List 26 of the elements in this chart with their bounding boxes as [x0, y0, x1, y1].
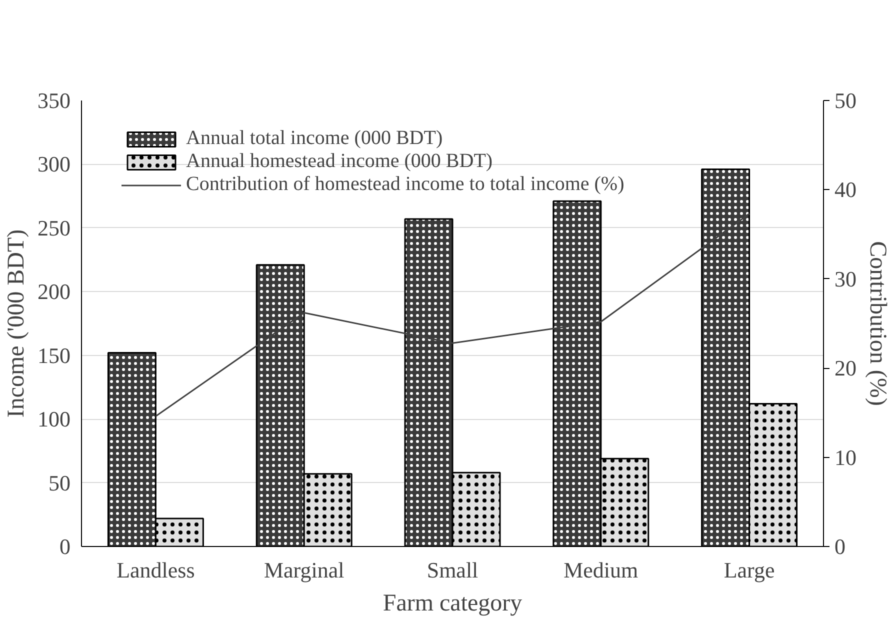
y2-tick-label: 10: [834, 444, 856, 470]
y-tick-label: 350: [38, 88, 70, 113]
y2-tick-label: 30: [834, 266, 856, 292]
y-tick-label: 100: [38, 406, 70, 432]
y2-tick-label: 20: [834, 356, 856, 381]
y-tick-label: 0: [60, 534, 70, 559]
y-tick-label: 200: [38, 279, 70, 304]
y-tick-label: 50: [48, 470, 70, 496]
y-tick-label: 250: [38, 215, 70, 240]
x-tick-label: Large: [724, 558, 775, 582]
legend-label: Contribution of homestead income to total income (%): [186, 173, 624, 196]
legend-label: Annual total income (000 BDT): [186, 127, 443, 150]
y2-tick-label: 0: [834, 534, 846, 559]
y-tick-label: 300: [38, 152, 70, 177]
y2-axis-title: Contribution (%): [864, 241, 890, 406]
x-tick-label: Landless: [116, 558, 195, 582]
line-series: [154, 213, 750, 418]
y2-tick-label: 40: [834, 177, 856, 202]
legend-label: Annual homestead income (000 BDT): [186, 150, 493, 173]
x-tick-label: Marginal: [264, 558, 344, 582]
x-tick-label: Medium: [564, 558, 638, 582]
y2-tick-label: 50: [834, 88, 856, 113]
x-axis-title: Farm category: [382, 590, 522, 616]
x-tick-label: Small: [426, 558, 478, 582]
y-axis-title: Income ('000 BDT): [4, 229, 30, 418]
y-tick-label: 150: [38, 342, 70, 368]
